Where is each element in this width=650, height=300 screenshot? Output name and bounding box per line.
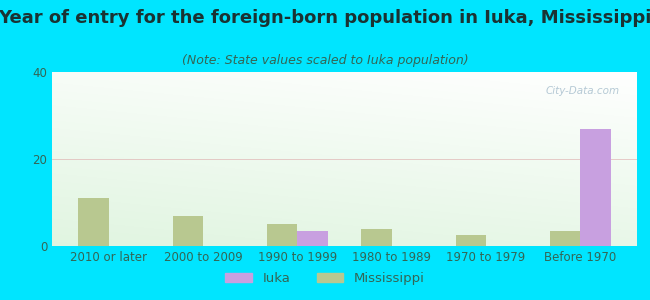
Bar [361,229,392,246]
Bar [550,231,580,246]
Text: (Note: State values scaled to Iuka population): (Note: State values scaled to Iuka popul… [182,54,468,67]
Text: City-Data.com: City-Data.com [545,86,619,96]
Bar [79,198,109,246]
Bar [267,224,297,246]
Bar [580,128,610,246]
Bar [173,215,203,246]
Bar [297,231,328,246]
Legend: Iuka, Mississippi: Iuka, Mississippi [220,267,430,290]
Bar [456,235,486,246]
Text: Year of entry for the foreign-born population in Iuka, Mississippi: Year of entry for the foreign-born popul… [0,9,650,27]
